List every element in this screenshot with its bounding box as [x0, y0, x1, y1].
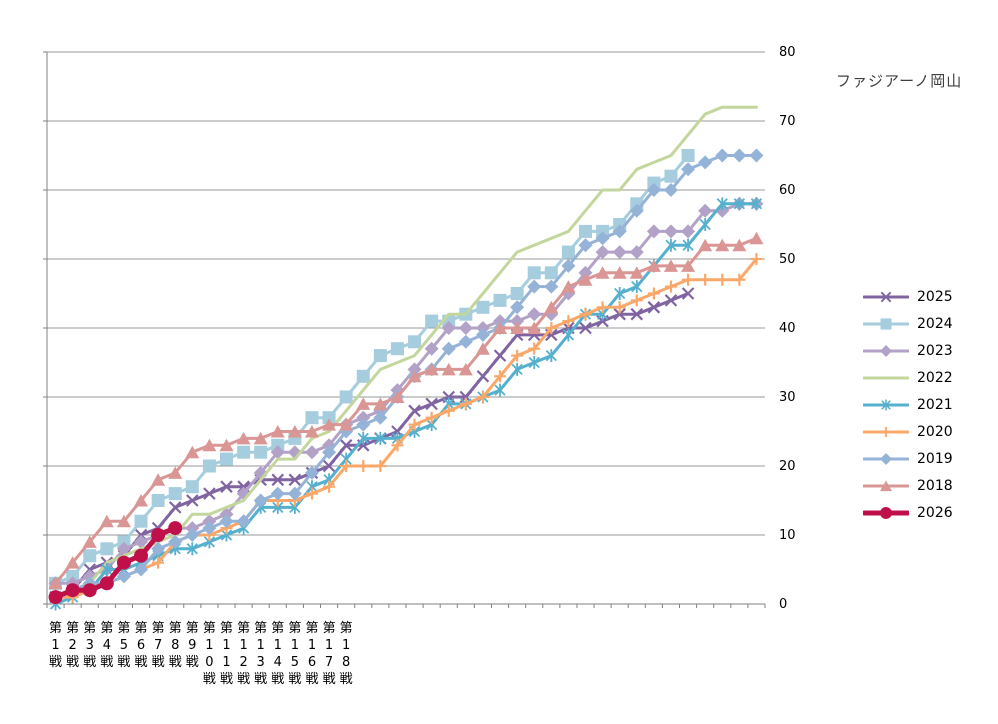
legend-label: 2025 [917, 288, 953, 305]
y-tick-label: 40 [779, 321, 796, 336]
chart-title: ファジアーノ岡山 [836, 72, 963, 90]
legend-label: 2026 [917, 504, 953, 521]
legend-label: 2023 [917, 342, 953, 359]
y-tick-label: 70 [779, 114, 796, 129]
legend-label: 2021 [917, 396, 953, 413]
legend-marker-2022 [863, 376, 909, 379]
series-2026 [48, 521, 183, 605]
legend-marker-2024 [863, 317, 909, 330]
y-tick-label: 50 [779, 252, 796, 267]
legend-marker-2026 [863, 506, 909, 519]
legend-item-2021: 2021 [863, 391, 953, 418]
gridlines [47, 51, 765, 605]
legend-item-2022: 2022 [863, 364, 953, 391]
legend-marker-2019 [863, 452, 909, 465]
legend-item-2025: 2025 [863, 283, 953, 310]
legend-label: 2019 [917, 450, 953, 467]
legend-item-2018: 2018 [863, 472, 953, 499]
y-tick-label: 10 [779, 528, 796, 543]
legend-label: 2020 [917, 423, 953, 440]
x-axis-labels: 第 1 戦第 2 戦第 3 戦第 4 戦第 5 戦第 6 戦第 7 戦第 8 戦第 9 戦第 1 0 戦第 1 1 戦第 1 2 戦第… [49, 621, 353, 687]
axes [43, 51, 766, 608]
y-tick-label: 0 [779, 597, 787, 612]
legend-marker-2023 [863, 344, 909, 357]
legend-item-2026: 2026 [863, 499, 953, 526]
legend-marker-2020 [863, 426, 909, 437]
series-2018 [48, 231, 764, 590]
legend-marker-2018 [863, 479, 909, 491]
series-2022 [54, 105, 758, 599]
legend-item-2024: 2024 [863, 310, 953, 337]
legend-item-2020: 2020 [863, 418, 953, 445]
legend-marker-2025 [863, 291, 909, 302]
y-tick-label: 20 [779, 459, 796, 474]
y-tick-label: 80 [779, 45, 796, 60]
legend-label: 2018 [917, 477, 953, 494]
y-tick-label: 30 [779, 390, 796, 405]
legend: 2025 2024 2023 2022 2021 2020 2019 2018 2026 [863, 283, 953, 526]
y-tick-label: 60 [779, 183, 796, 198]
legend-item-2023: 2023 [863, 337, 953, 364]
legend-label: 2022 [917, 369, 953, 386]
legend-marker-2021 [863, 398, 909, 411]
series-2024 [49, 149, 695, 590]
legend-label: 2024 [917, 315, 953, 332]
y-axis-labels: 0 10 20 30 40 50 60 70 80 [779, 45, 796, 612]
legend-item-2019: 2019 [863, 445, 953, 472]
